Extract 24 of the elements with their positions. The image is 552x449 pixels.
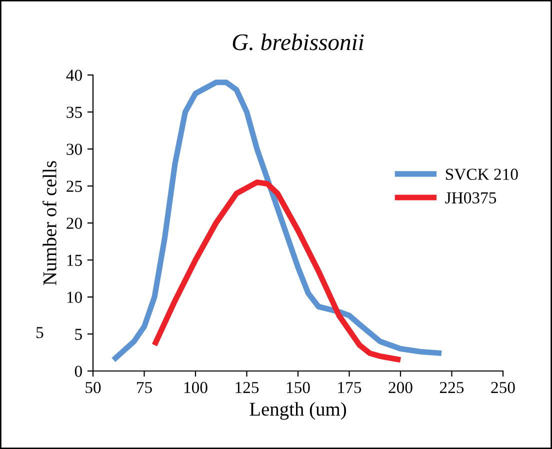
x-axis-title: Length (um) xyxy=(250,402,346,420)
x-tick-label: 125 xyxy=(236,382,259,394)
y-tick-label: 35 xyxy=(66,106,82,118)
x-tick-label: 75 xyxy=(137,382,152,394)
y-tick-label: 15 xyxy=(67,254,82,266)
legend-label: SVCK 210 xyxy=(446,168,518,180)
y-tick-label: 20 xyxy=(66,218,82,229)
legend-label: JH0375 xyxy=(445,192,496,204)
y-tick-label: 0 xyxy=(74,366,82,377)
x-tick-label: 175 xyxy=(338,382,362,394)
x-tick-label: 250 xyxy=(491,382,515,394)
x-tick-label: 100 xyxy=(184,382,208,394)
text: 5 xyxy=(36,327,44,338)
y-axis-title: Number of cells xyxy=(42,161,56,286)
x-tick-label: 150 xyxy=(286,382,310,394)
y-tick-label: 10 xyxy=(67,292,82,303)
chart-title: G. brebissonii xyxy=(232,34,364,50)
x-tick-label: 50 xyxy=(86,382,101,394)
y-tick-label: 25 xyxy=(66,180,82,192)
y-tick-label: 40 xyxy=(66,70,82,81)
x-tick-label: 225 xyxy=(440,382,464,394)
y-tick-label: 30 xyxy=(66,144,82,155)
x-tick-label: 200 xyxy=(388,382,412,394)
y-tick-label: 5 xyxy=(75,328,82,340)
